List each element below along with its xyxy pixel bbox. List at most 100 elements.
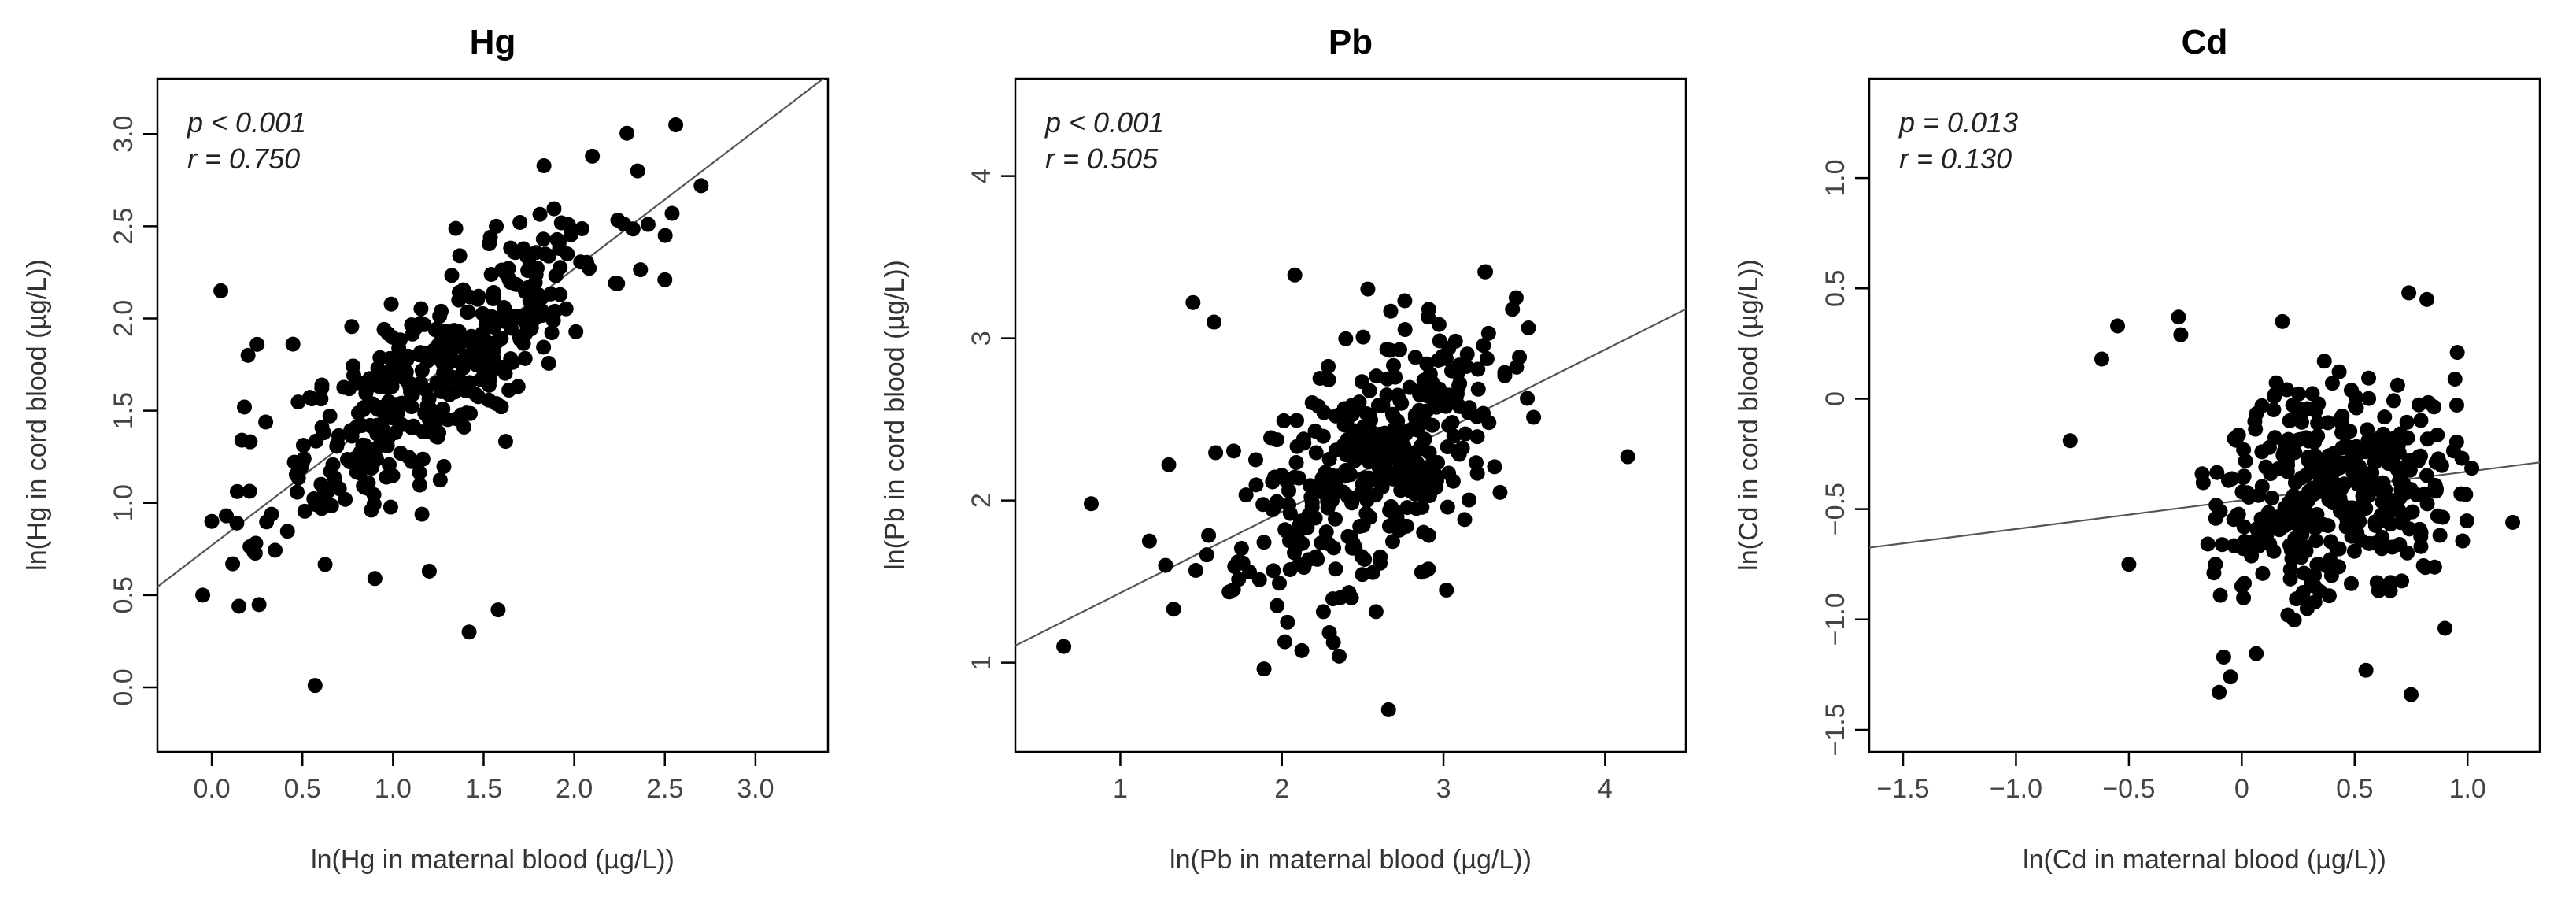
pb-data-point [1451,378,1467,394]
pb-data-point [1407,350,1423,365]
pb-plot-frame [1014,77,1687,753]
cd-data-point [2454,450,2470,466]
cd-data-point [2300,595,2315,611]
hg-data-point [360,441,376,457]
pb-data-point [1410,455,1425,471]
pb-data-point [1421,488,1437,504]
cd-data-point [2356,470,2372,486]
cd-data-point [2293,403,2308,419]
hg-data-point [393,350,408,366]
hg-data-point [497,313,512,329]
pb-data-point [1314,535,1329,550]
cd-data-point [2410,453,2426,468]
cd-data-point [2375,529,2390,545]
cd-data-point [2346,543,2362,559]
cd-x-tick-label: −1.5 [1876,774,1929,804]
cd-data-point [2212,684,2227,700]
hg-data-point [264,506,279,522]
hg-data-point [543,286,559,302]
pb-data-point [1336,417,1352,433]
pb-data-point [1307,482,1323,498]
pb-y-axis-label: ln(Pb in cord blood (µg/L)) [880,260,910,570]
hg-data-point [610,276,626,291]
cd-data-point [2270,509,2286,525]
pb-data-point [1425,375,1440,391]
hg-data-point [406,418,422,434]
pb-data-point [1338,463,1354,479]
pb-data-point [1454,440,1470,456]
hg-data-point [316,487,332,502]
cd-data-point [2310,415,2326,431]
hg-data-point [460,305,475,320]
hg-data-point [323,464,338,479]
pb-data-point [1479,351,1495,367]
cd-data-point [2235,470,2251,486]
cd-data-point [2394,573,2410,589]
cd-data-point [2258,459,2274,475]
hg-data-point [382,457,397,472]
hg-data-point [523,257,538,273]
hg-data-point [398,372,414,388]
pb-data-point [1185,294,1201,310]
pb-data-point [1296,560,1312,576]
pb-data-point [1397,293,1413,309]
cd-data-point [2344,383,2360,398]
hg-data-point [585,148,601,164]
hg-data-point [302,390,318,405]
pb-data-point [1421,528,1436,543]
hg-data-point [405,326,420,342]
hg-data-point [517,350,533,366]
pb-data-point [1256,661,1272,677]
cd-data-point [2435,509,2451,525]
hg-data-point [307,678,323,694]
pb-data-point [1342,403,1358,419]
pb-panel: Pb p < 0.001 r = 0.505 ln(Pb in maternal… [880,23,1687,875]
cd-panel: Cd p = 0.013 r = 0.130 ln(Cd in maternal… [1734,23,2541,875]
pb-data-point [1308,445,1324,461]
cd-data-point [2275,447,2291,463]
pb-x-axis-label: ln(Pb in maternal blood (µg/L)) [1170,845,1532,875]
pb-data-point [1397,322,1413,338]
hg-x-tick-label: 3.0 [737,774,774,804]
pb-title: Pb [1329,23,1373,61]
cd-data-point [2448,434,2464,450]
hg-data-point [478,362,493,378]
cd-data-point [2209,465,2225,480]
pb-data-point [1272,576,1288,591]
cd-data-point [2262,536,2278,552]
hg-y-tick-label: 2.0 [109,300,139,337]
cd-data-point [2234,578,2249,594]
hg-data-point [213,283,229,298]
hg-data-point [482,229,498,245]
hg-data-point [436,458,452,474]
cd-r-annotation: r = 0.130 [1899,143,2012,175]
hg-data-point [204,513,220,529]
hg-data-point [290,394,306,410]
pb-data-point [1384,406,1400,422]
hg-data-point [249,336,265,352]
pb-data-point [1247,452,1263,468]
pb-data-point [1620,449,1635,465]
cd-data-point [2244,548,2260,564]
cd-data-point [2455,533,2471,549]
hg-data-point [518,284,534,300]
cd-data-point [2369,443,2385,459]
hg-x-tick-label: 1.5 [465,774,502,804]
cd-y-tick-label: −1.5 [1820,703,1850,756]
cd-data-point [2280,607,2296,623]
cd-data-point [2236,590,2252,605]
pb-data-point [1276,413,1292,428]
cd-data-point [2268,375,2284,391]
pb-data-point [1433,351,1449,367]
pb-x-tick-label: 3 [1436,774,1451,804]
pb-data-point [1269,494,1284,509]
pb-data-point [1459,346,1475,362]
cd-data-point [2383,445,2399,461]
hg-plot-frame [156,77,830,753]
pb-data-point [1469,465,1485,481]
hg-data-point [414,506,430,522]
pb-data-point [1394,395,1410,411]
pb-data-point [1238,487,1254,503]
cd-data-point [2238,454,2253,469]
pb-data-point [1380,702,1396,717]
